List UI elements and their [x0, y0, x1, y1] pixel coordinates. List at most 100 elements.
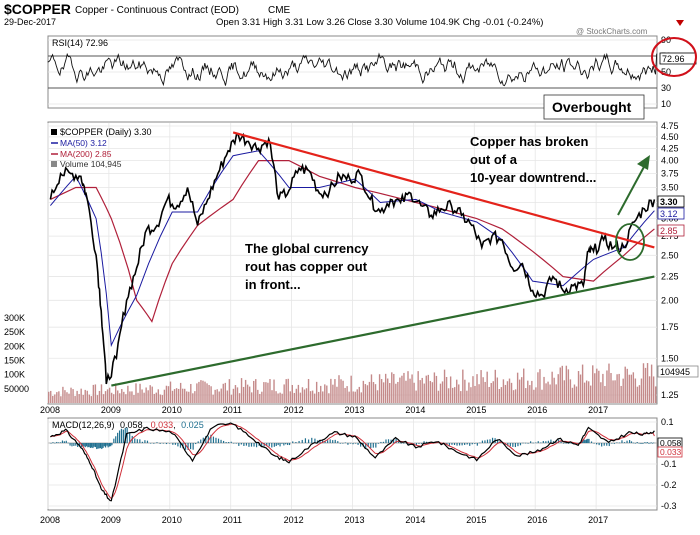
volume-bar [169, 381, 172, 403]
macd-hist-bar [593, 443, 595, 444]
volume-bar [206, 383, 208, 403]
volume-bar [596, 368, 598, 403]
volume-bar [271, 390, 273, 403]
volume-bar [652, 376, 655, 403]
macd-line [50, 422, 655, 502]
date-label: 29-Dec-2017 [4, 17, 56, 27]
volume-bar [305, 388, 308, 403]
price-tick-label: 1.25 [661, 390, 679, 400]
macd-hist-bar [295, 442, 297, 443]
volume-bar [433, 372, 436, 403]
annotation-right-line3: 10-year downtrend... [470, 170, 596, 185]
x-tick-label: 2014 [405, 405, 425, 415]
volume-bar [320, 385, 322, 403]
macd-hist-bar [632, 442, 634, 444]
volume-bar [352, 391, 354, 403]
macd-hist-bar [390, 439, 392, 443]
volume-bar [159, 394, 162, 403]
macd-hist-bar [423, 441, 425, 443]
down-triangle-icon [676, 20, 684, 26]
macd-hist-bar [344, 442, 346, 444]
macd-hist-bar [585, 439, 588, 443]
macd-hist-bar [595, 443, 598, 445]
volume-bar [441, 381, 444, 403]
ma200-box [657, 224, 685, 237]
price-tick-label: 3.50 [661, 183, 679, 193]
volume-bar [324, 384, 326, 403]
macd-hist-bar [205, 435, 207, 443]
macd-hist-bar [497, 439, 499, 443]
volume-bar [48, 391, 50, 403]
volume-bar [431, 382, 434, 403]
macd-hist-bar [117, 432, 119, 443]
macd-hist-bar [354, 443, 357, 444]
macd-hist-bar [153, 443, 155, 444]
volume-bar [228, 379, 231, 403]
volume-bar [200, 380, 202, 403]
volume-bar [594, 373, 596, 403]
volume-bar [303, 389, 306, 403]
volume-bar [358, 386, 360, 403]
volume-bar [565, 365, 568, 403]
macd-hist-bar [99, 443, 102, 449]
macd-hist-bar [287, 443, 289, 446]
volume-bar [68, 393, 70, 403]
macd-hist-bar [372, 443, 374, 448]
volume-bar [98, 390, 101, 403]
volume-bar [624, 366, 626, 403]
macd-hist-bar [195, 443, 197, 445]
volume-bar [224, 382, 227, 403]
macd-hist-bar [415, 443, 418, 446]
volume-bar [445, 376, 448, 403]
macd-histogram [50, 427, 655, 450]
volume-bar [58, 391, 60, 403]
volume-bar [634, 378, 637, 403]
volume-bar [226, 390, 229, 403]
macd-hist-bar [111, 443, 113, 446]
contract-description: Copper - Continuous Contract (EOD) [75, 5, 239, 16]
macd-hist-bar [630, 441, 633, 443]
price-tick-label: 1.50 [661, 353, 679, 363]
macd-hist-bar [261, 443, 263, 448]
macd-hist-bar [58, 442, 60, 443]
macd-hist-bar [420, 443, 423, 444]
volume-bar [435, 375, 438, 403]
volume-bar [571, 387, 574, 403]
volume-bar [470, 387, 472, 403]
macd-panel: MACD(12,26,9) 0.058, 0.033, 0.025 0.1 0.0… [47, 417, 683, 511]
volume-bar [616, 374, 618, 403]
macd-hist-bar [545, 441, 547, 443]
macd-hist-bar [159, 443, 161, 444]
volume-bars [48, 363, 657, 403]
volume-bar [230, 394, 233, 403]
volume-bar [460, 391, 462, 403]
volume-bar [557, 374, 559, 403]
macd-hist-bar [395, 438, 397, 443]
x-tick-label: 2012 [284, 515, 304, 525]
volume-bar [149, 385, 151, 403]
macd-hist-bar [225, 442, 227, 443]
volume-bar [297, 384, 300, 403]
volume-bar [587, 381, 590, 403]
volume-bar [374, 384, 377, 403]
volume-bar [338, 375, 340, 403]
macd-hist-bar [107, 443, 109, 448]
volume-bar [190, 383, 192, 403]
volume-bar [179, 382, 182, 403]
volume-bar [119, 393, 121, 403]
macd-legend-prefix: MACD(12,26,9) [52, 420, 115, 430]
volume-bar [480, 370, 482, 403]
macd-hist-bar [69, 443, 71, 446]
volume-bar [525, 388, 527, 403]
volume-bar [291, 384, 293, 403]
rsi-tick-label: 30 [661, 83, 671, 93]
volume-bar [456, 379, 458, 403]
x-tick-label: 2014 [405, 515, 425, 525]
volume-bar [583, 382, 586, 403]
volume-bar [632, 372, 635, 403]
volume-bar [401, 375, 403, 403]
macd-hist-bar [339, 443, 341, 444]
volume-bar [443, 369, 446, 403]
macd-hist-bar [537, 441, 539, 443]
ma200-line [50, 160, 655, 323]
